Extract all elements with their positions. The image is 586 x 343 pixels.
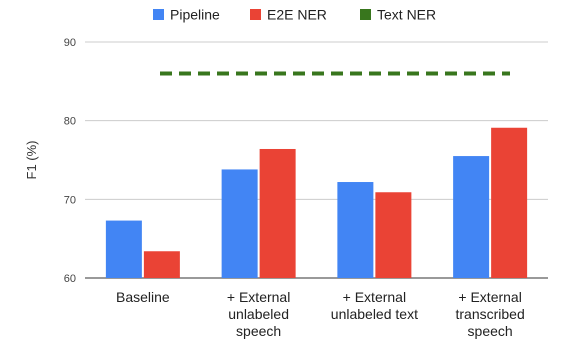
legend-swatch [360, 9, 371, 20]
legend-swatch [250, 9, 261, 20]
bar-e2e-ner [144, 251, 180, 278]
legend-label: Text NER [377, 7, 436, 23]
bar-pipeline [106, 221, 142, 278]
legend-label: Pipeline [170, 7, 220, 23]
bar-pipeline [222, 169, 258, 278]
x-category-label: + External [227, 289, 290, 305]
y-axis-ticks: 60 70 80 90 [64, 37, 76, 285]
bar-e2e-ner [491, 128, 527, 278]
x-category-label: Baseline [116, 289, 170, 305]
legend-swatch [153, 9, 164, 20]
y-axis-label: F1 (%) [24, 141, 39, 180]
legend: Pipeline E2E NER Text NER [153, 7, 436, 23]
x-category-label: unlabeled [228, 306, 289, 322]
x-category-label: transcribed [455, 306, 524, 322]
x-category-label: unlabeled text [331, 306, 418, 322]
y-tick-label: 90 [64, 37, 76, 49]
y-tick-label: 70 [64, 194, 76, 206]
legend-label: E2E NER [267, 7, 327, 23]
x-category-label: speech [236, 323, 281, 339]
bar-e2e-ner [260, 149, 296, 278]
y-tick-label: 80 [64, 116, 76, 128]
y-tick-label: 60 [64, 273, 76, 285]
bar-pipeline [453, 156, 489, 278]
x-category-label: + External [343, 289, 406, 305]
bar-pipeline [337, 182, 373, 278]
x-category-label: speech [468, 323, 513, 339]
bar-e2e-ner [375, 192, 411, 278]
bars [106, 128, 527, 278]
x-category-label: + External [458, 289, 521, 305]
